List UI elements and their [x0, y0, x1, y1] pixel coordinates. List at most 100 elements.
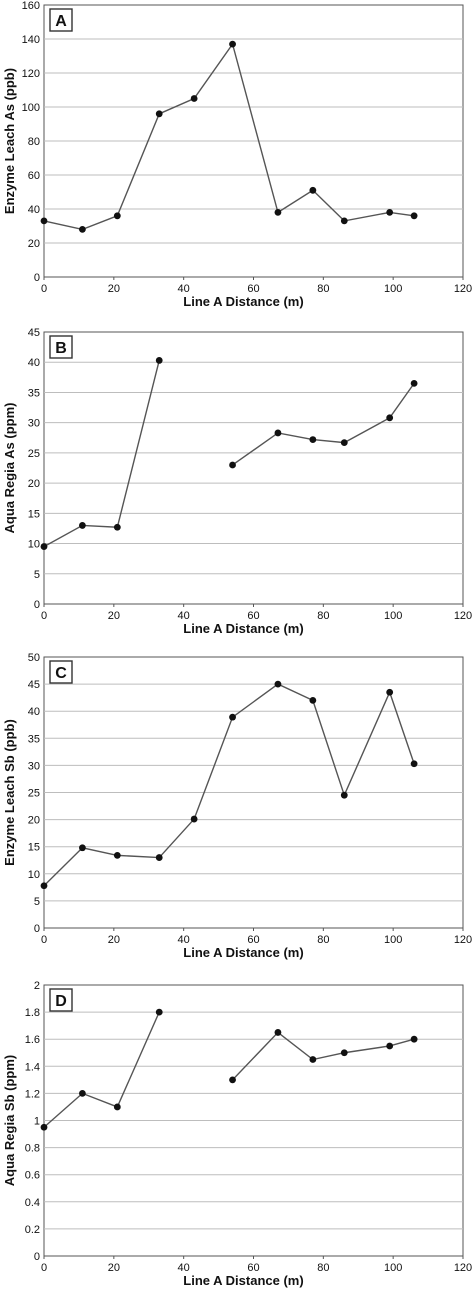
y-tick-label: 10	[28, 539, 40, 551]
data-point	[79, 844, 86, 852]
y-tick-label: 50	[28, 652, 40, 664]
y-tick-label: 20	[28, 478, 40, 490]
data-point	[340, 217, 348, 225]
data-point	[410, 760, 418, 768]
chart-panel-c: 0 5 10 15 20 25 30 35 40 45 50 0 20 40 60 80 100 120 Line …	[2, 652, 472, 960]
data-point	[155, 1008, 163, 1016]
y-axis-label: Aqua Regia As (ppm)	[2, 403, 17, 534]
x-tick-label: 60	[247, 610, 259, 622]
x-tick-label: 60	[247, 283, 259, 295]
x-axis-label: Line A Distance (m)	[183, 294, 303, 309]
y-tick-label: 2	[34, 980, 40, 992]
data-point	[113, 1103, 121, 1111]
data-point	[340, 791, 348, 799]
y-tick-label: 15	[28, 842, 40, 854]
y-tick-label: 0.6	[25, 1170, 40, 1182]
y-tick-label: 5	[34, 569, 40, 581]
y-tick-label: 15	[28, 508, 40, 520]
y-tick-label: 0.4	[25, 1197, 40, 1209]
y-tick-label: 1.6	[25, 1034, 40, 1046]
x-tick-label: 20	[108, 1262, 120, 1274]
series-line	[232, 1031, 415, 1081]
data-point	[274, 429, 282, 437]
x-tick-label: 20	[108, 934, 120, 946]
x-axis-label: Line A Distance (m)	[183, 945, 303, 960]
y-tick-label: 0	[34, 923, 40, 935]
panel-letter: D	[55, 993, 67, 1010]
data-point	[155, 110, 163, 118]
data-point	[410, 379, 418, 387]
x-tick-label: 40	[178, 610, 190, 622]
y-tick-label: 0	[34, 1251, 40, 1263]
data-point	[386, 414, 394, 422]
y-tick-label: 45	[28, 327, 40, 339]
data-point	[386, 209, 394, 216]
x-tick-label: 0	[41, 283, 47, 295]
panel-letter: A	[55, 13, 67, 30]
y-tick-label: 0	[34, 599, 40, 611]
data-point	[274, 1029, 282, 1036]
series-line	[43, 1011, 160, 1128]
data-point	[155, 854, 163, 861]
x-tick-label: 20	[108, 283, 120, 295]
data-point	[40, 1123, 48, 1131]
data-point	[229, 1076, 236, 1084]
data-point	[40, 882, 48, 890]
x-tick-label: 80	[317, 283, 329, 295]
y-tick-label: 1	[34, 1116, 40, 1128]
data-point	[309, 186, 317, 194]
y-tick-label: 80	[28, 136, 40, 148]
y-tick-label: 100	[22, 102, 40, 114]
y-tick-label: 0.2	[25, 1224, 40, 1236]
x-tick-label: 80	[317, 934, 329, 946]
data-point	[309, 436, 317, 443]
data-point	[190, 815, 198, 823]
panel-letter-box	[49, 335, 73, 359]
y-tick-label: 25	[28, 788, 40, 800]
x-tick-label: 40	[178, 283, 190, 295]
y-tick-label: 0	[34, 272, 40, 284]
plot-area	[43, 331, 464, 605]
x-axis-label: Line A Distance (m)	[183, 1273, 303, 1288]
series-line	[43, 360, 160, 548]
y-tick-label: 140	[22, 34, 40, 46]
x-tick-label: 100	[384, 610, 402, 622]
panel-letter: C	[55, 665, 67, 682]
data-point	[309, 1056, 317, 1063]
y-tick-label: 10	[28, 869, 40, 881]
y-tick-label: 30	[28, 760, 40, 772]
x-tick-label: 0	[41, 610, 47, 622]
y-tick-label: 35	[28, 387, 40, 399]
x-tick-label: 0	[41, 934, 47, 946]
panel-letter-box	[49, 660, 73, 684]
data-point	[113, 212, 121, 220]
data-point	[79, 1090, 86, 1097]
x-tick-label: 120	[454, 1262, 472, 1274]
data-point	[229, 713, 236, 721]
x-tick-label: 0	[41, 1262, 47, 1274]
x-tick-label: 60	[247, 1262, 259, 1274]
x-tick-label: 120	[454, 283, 472, 295]
y-tick-label: 60	[28, 170, 40, 182]
y-tick-label: 35	[28, 733, 40, 745]
data-point	[190, 95, 198, 102]
chart-panel-d: 00.20.40.60.811.21.41.61.820 20 40 60 80 100 1…	[2, 980, 472, 1288]
data-point	[274, 680, 282, 688]
y-tick-label: 25	[28, 448, 40, 460]
data-point	[79, 522, 86, 529]
data-point	[410, 212, 418, 220]
x-tick-label: 100	[384, 934, 402, 946]
data-point	[386, 1042, 394, 1050]
data-point	[309, 696, 317, 704]
y-tick-label: 45	[28, 679, 40, 691]
x-tick-label: 40	[178, 1262, 190, 1274]
data-point	[340, 439, 348, 447]
data-point	[410, 1035, 418, 1043]
y-axis-label: Enzyme Leach Sb (ppb)	[2, 719, 17, 866]
x-tick-label: 120	[454, 934, 472, 946]
data-point	[155, 357, 163, 364]
y-tick-label: 1.8	[25, 1007, 40, 1019]
x-tick-label: 120	[454, 610, 472, 622]
